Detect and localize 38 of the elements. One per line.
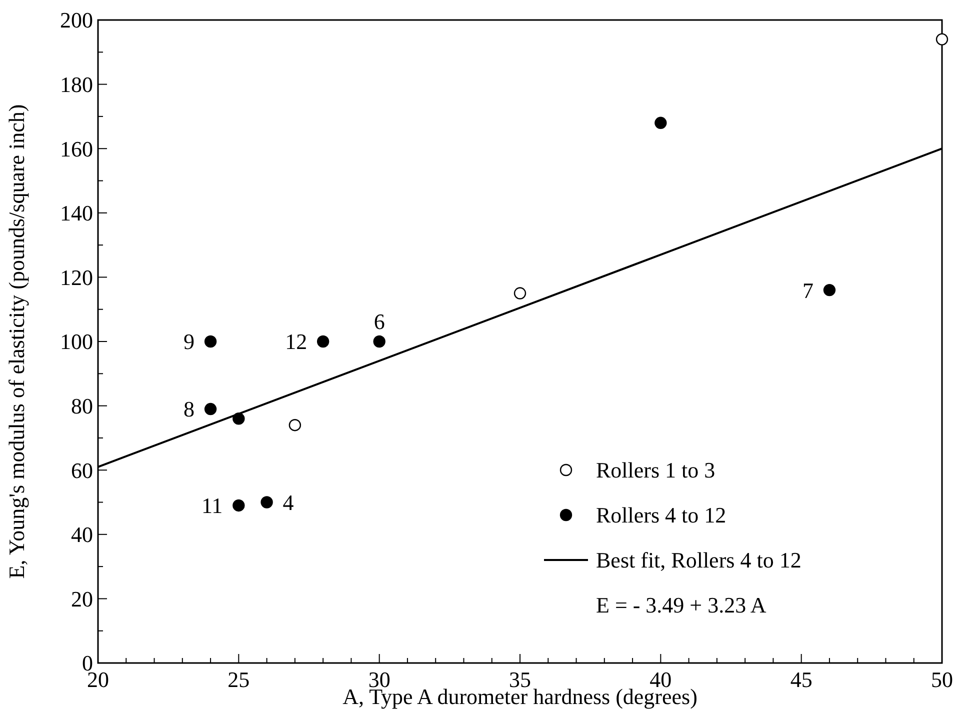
- annotation: 9: [184, 329, 195, 354]
- point: [514, 287, 526, 300]
- y-tick-label: 80: [71, 394, 93, 418]
- y-tick-label: 20: [71, 586, 93, 612]
- y-tick-label: 120: [60, 264, 93, 290]
- point: [260, 496, 273, 508]
- x-tick-label: 45: [790, 667, 812, 692]
- y-tick-label: 100: [60, 329, 93, 354]
- y-tick-label: 140: [60, 200, 93, 226]
- annotation: E = - 3.49 + 3.23 A: [596, 592, 766, 618]
- point: [936, 33, 948, 46]
- x-tick-label: 35: [509, 667, 531, 692]
- y-tick-label: 60: [71, 458, 93, 483]
- point: [373, 335, 386, 348]
- legend-label: Rollers 4 to 12: [596, 502, 726, 528]
- annotation: 11: [201, 493, 223, 518]
- point: [204, 335, 217, 348]
- point: [204, 402, 217, 416]
- x-tick-label: 50: [931, 667, 953, 692]
- point: [232, 499, 245, 512]
- legend-label: Best fit, Rollers 4 to 12: [596, 548, 802, 573]
- x-tick-label: 25: [228, 667, 250, 692]
- point: [823, 284, 836, 296]
- y-axis-title: E, Young's modulus of elasticity (pounds/square inch): [4, 104, 29, 579]
- y-tick-label: 40: [71, 522, 93, 548]
- annotation: 6: [374, 309, 385, 334]
- point: [654, 116, 667, 129]
- y-tick-label: 160: [60, 136, 93, 162]
- point: [288, 418, 302, 432]
- annotation: 8: [184, 396, 195, 422]
- y-tick-label: 200: [60, 8, 93, 33]
- annotation: 7: [802, 278, 814, 303]
- annotation: 12: [285, 329, 308, 354]
- annotation: 4: [282, 490, 294, 515]
- legend-label: Rollers 1 to 3: [596, 458, 716, 483]
- point: [316, 335, 330, 348]
- y-tick-label: 180: [60, 72, 93, 97]
- x-tick-label: 40: [650, 667, 672, 692]
